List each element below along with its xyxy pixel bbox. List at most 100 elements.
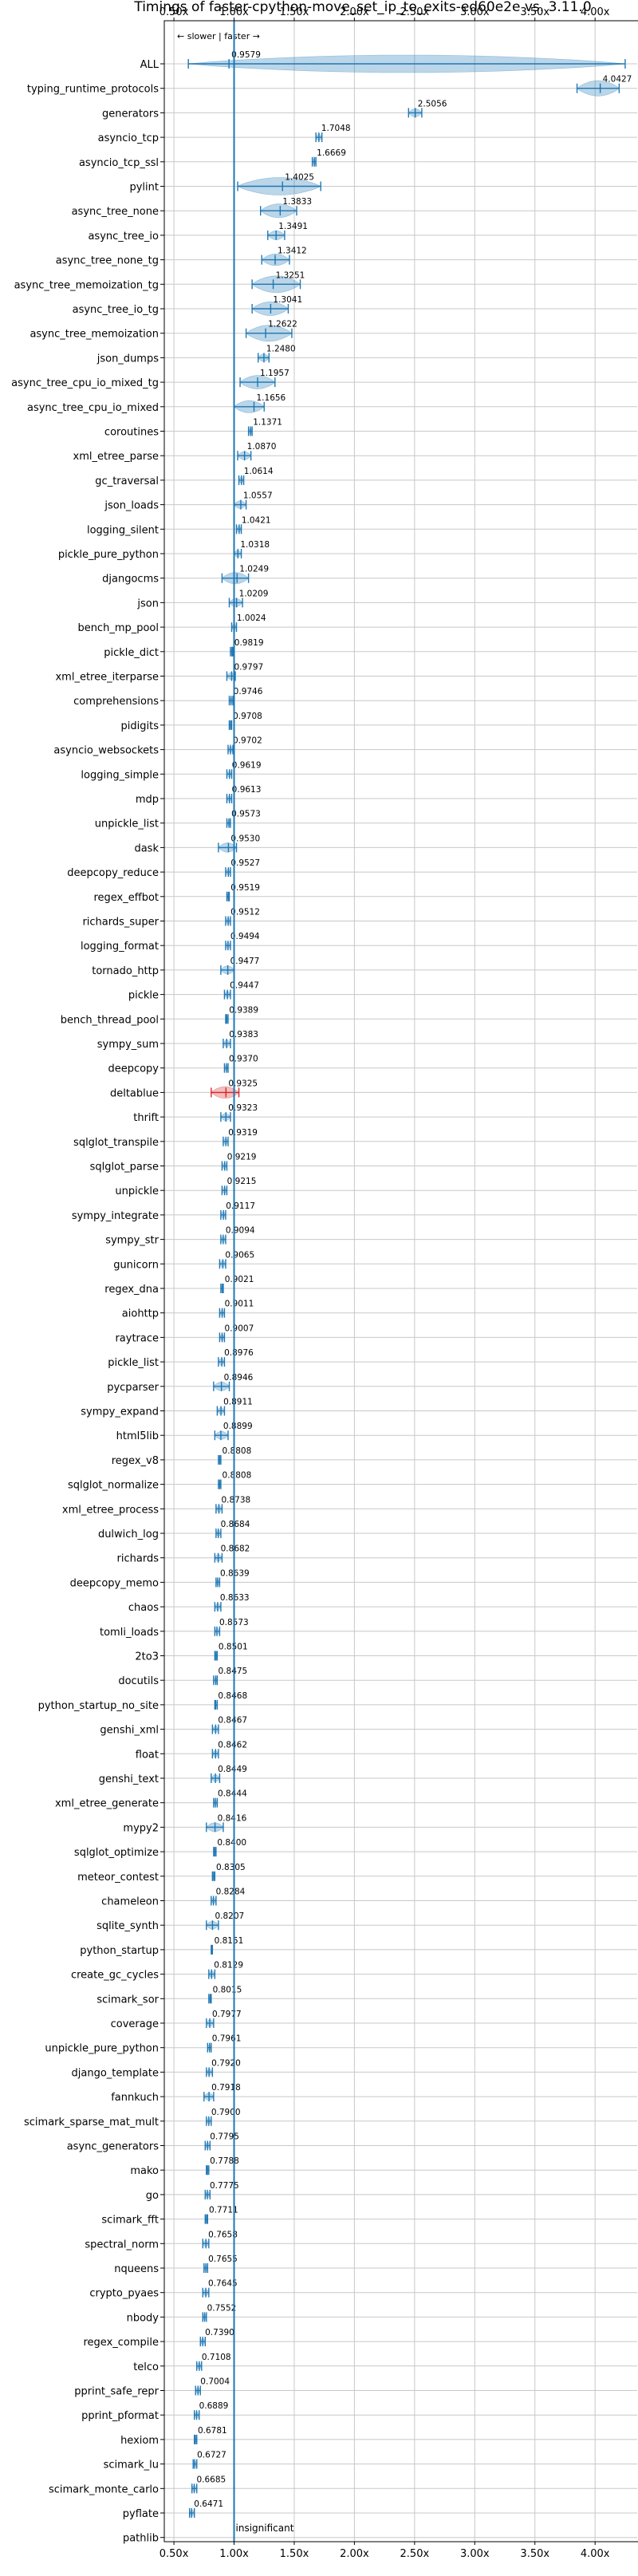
benchmark-label: meteor_contest — [77, 1872, 159, 1884]
benchmark-label: unpickle_pure_python — [45, 2043, 159, 2055]
value-label: 0.9383 — [229, 1030, 258, 1039]
value-label: 0.6727 — [197, 2451, 226, 2460]
benchmark-row: tomli_loads0.8573 — [100, 1618, 249, 1639]
value-label: 1.4025 — [285, 173, 314, 183]
grid-lines — [164, 21, 637, 2542]
value-label: 0.9447 — [230, 981, 259, 991]
benchmark-label: regex_dna — [104, 1284, 159, 1296]
benchmark-row: docutils 0.8475 — [118, 1667, 247, 1687]
value-label: 1.0614 — [244, 467, 274, 476]
value-label: 0.8400 — [217, 1838, 246, 1848]
benchmark-label: xml_etree_iterparse — [55, 672, 159, 684]
value-label: 1.7048 — [321, 124, 351, 133]
benchmark-label: sqlite_synth — [96, 1920, 159, 1932]
x-tick-label-bottom: 3.50x — [520, 2548, 549, 2560]
benchmark-label: chaos — [128, 1602, 159, 1614]
benchmark-label: async_tree_cpu_io_mixed — [27, 402, 159, 414]
benchmark-label: spectral_norm — [85, 2239, 159, 2251]
benchmark-label: mypy2 — [123, 1822, 159, 1834]
value-label: 0.8911 — [223, 1398, 253, 1407]
value-label: 0.8151 — [215, 1936, 244, 1946]
value-label: 0.7900 — [211, 2108, 241, 2117]
benchmark-row: xml_etree_generate 0.8444 — [55, 1789, 247, 1810]
value-label: 0.6685 — [196, 2475, 226, 2484]
benchmark-label: deltablue — [110, 1087, 159, 1099]
benchmark-label: genshi_xml — [100, 1725, 159, 1737]
value-label: 0.9325 — [228, 1079, 258, 1088]
benchmark-row: richards 0.8682 — [117, 1544, 250, 1565]
benchmark-row: float 0.8462 — [136, 1740, 247, 1761]
benchmark-row: python_startup 0.8151 — [80, 1936, 243, 1957]
benchmark-label: async_tree_none — [72, 206, 159, 218]
benchmark-label: deepcopy_memo — [70, 1577, 159, 1589]
plot-frame — [163, 20, 638, 2542]
value-label: 0.9011 — [225, 1300, 254, 1309]
benchmark-row: dask 0.9530 — [134, 834, 260, 854]
value-label: 0.9819 — [234, 638, 264, 648]
benchmark-label: sympy_expand — [81, 1406, 159, 1418]
benchmark-label: bench_mp_pool — [77, 622, 159, 634]
benchmark-row: mypy2 0.8416 — [123, 1813, 246, 1834]
value-label: 0.8305 — [216, 1863, 246, 1872]
benchmark-row: async_tree_none 1.3833 — [72, 197, 312, 219]
benchmark-label: tornado_http — [92, 965, 159, 977]
benchmark-row: async_tree_cpu_io_mixed_tg 1.1957 — [11, 369, 289, 389]
value-label: 0.9519 — [230, 883, 260, 893]
value-label: 0.9215 — [227, 1177, 257, 1186]
benchmark-row: pyflate 0.6471 — [123, 2499, 223, 2520]
benchmark-row: djangocms 1.0249 — [102, 565, 269, 586]
benchmark-label: regex_v8 — [112, 1455, 159, 1467]
benchmark-row: scimark_lu 0.6727 — [104, 2451, 226, 2471]
benchmark-label: logging_silent — [87, 524, 159, 536]
benchmark-row: aiohttp 0.9011 — [122, 1300, 254, 1320]
benchmark-row: unpickle_list 0.9573 — [95, 810, 261, 830]
benchmark-row: xml_etree_iterparse 0.9797 — [55, 663, 263, 684]
benchmark-row: sqlglot_normalize 0.8808 — [68, 1471, 251, 1492]
value-label: 0.9065 — [225, 1250, 254, 1260]
x-tick-label-bottom: 1.00x — [219, 2548, 249, 2560]
benchmark-label: float — [136, 1749, 159, 1761]
benchmark-label: pathlib — [123, 2533, 159, 2545]
benchmark-label: sympy_str — [105, 1235, 159, 1247]
benchmark-row: async_tree_memoization_tg 1.3251 — [14, 270, 305, 294]
value-label: 1.3491 — [278, 222, 308, 231]
value-label: 0.8015 — [213, 1985, 242, 1994]
benchmark-label: python_startup_no_site — [38, 1700, 159, 1712]
benchmark-label: fannkuch — [111, 2092, 159, 2104]
value-label: 1.0024 — [237, 613, 266, 623]
benchmark-label: coroutines — [104, 427, 159, 439]
benchmark-label: pickle_list — [108, 1357, 159, 1369]
value-label: 0.8129 — [214, 1961, 243, 1970]
benchmark-row: regex_effbot 0.9519 — [93, 883, 260, 904]
benchmark-label: deepcopy — [108, 1063, 159, 1075]
benchmark-row: json_loads 1.0557 — [104, 491, 272, 512]
value-label: 1.0870 — [247, 442, 277, 452]
benchmark-row: thrift 0.9323 — [133, 1103, 258, 1124]
x-axis-ticks: 0.50x 0.50x 1.00x 1.00x 1.50x 1.50x 2.00x 2.00x… — [160, 6, 610, 2560]
value-label: 0.9702 — [233, 736, 262, 746]
benchmark-row: logging_silent 1.0421 — [87, 515, 271, 536]
benchmark-label: async_tree_io — [88, 231, 159, 243]
benchmark-row: json_dumps 1.2480 — [96, 344, 296, 365]
benchmark-row: sympy_expand 0.8911 — [81, 1398, 253, 1418]
x-tick-label-bottom: 2.50x — [400, 2548, 430, 2560]
benchmark-label: logging_simple — [81, 769, 159, 781]
benchmark-label: sympy_integrate — [72, 1210, 159, 1222]
benchmark-label: sympy_sum — [97, 1039, 159, 1051]
value-label: 0.9007 — [225, 1324, 254, 1333]
benchmark-row: regex_dna 0.9021 — [104, 1275, 254, 1296]
benchmark-label: pycparser — [107, 1382, 159, 1394]
x-tick-label-top: 0.50x — [160, 6, 189, 18]
benchmark-row: async_generators 0.7795 — [67, 2132, 239, 2153]
benchmark-label: pickle_dict — [104, 647, 159, 659]
benchmark-label: xml_etree_parse — [73, 451, 159, 463]
benchmark-label: docutils — [118, 1675, 159, 1687]
benchmark-row: gc_traversal 1.0614 — [95, 467, 274, 487]
value-label: 0.9494 — [230, 932, 260, 941]
benchmark-label: xml_etree_generate — [55, 1798, 159, 1810]
benchmark-label: pprint_safe_repr — [74, 2386, 159, 2398]
value-label: 0.6889 — [199, 2401, 229, 2411]
benchmark-row: unpickle 0.9215 — [115, 1177, 256, 1197]
benchmark-label: coverage — [111, 2018, 159, 2030]
direction-note: ← slower | faster → — [177, 31, 260, 41]
